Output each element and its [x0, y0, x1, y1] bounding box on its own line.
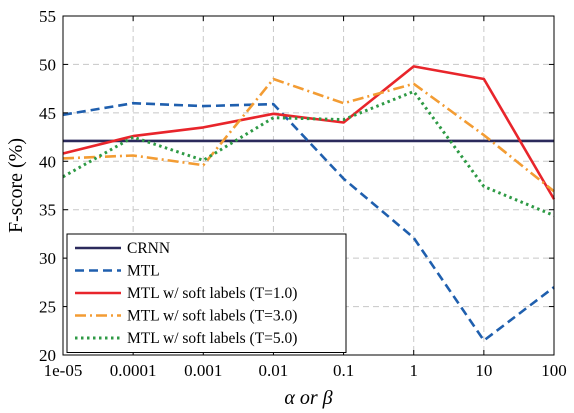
y-axis-label: F-score (%) [5, 138, 27, 233]
legend-entry-label: MTL w/ soft labels (T=3.0) [127, 308, 297, 325]
x-tick-label: 0.0001 [110, 361, 157, 380]
axis-ticks: 1e-05 0.0001 0.001 0.01 0.1 1 10 100 20 25 30 35 40 4… [39, 7, 567, 380]
x-tick-label: 0.001 [184, 361, 222, 380]
y-tick-label: 25 [39, 298, 56, 317]
y-tick-label: 30 [39, 249, 56, 268]
y-tick-label: 50 [39, 55, 56, 74]
legend-entry-label: MTL w/ soft labels (T=1.0) [127, 285, 297, 302]
y-tick-label: 20 [39, 346, 56, 365]
y-tick-label: 55 [39, 7, 56, 26]
legend-entry-label: MTL [127, 263, 160, 280]
series-line-2 [62, 101, 555, 342]
x-tick-label: 1 [409, 361, 418, 380]
x-tick-label: 10 [475, 361, 492, 380]
y-tick-label: 35 [39, 201, 56, 220]
series-line-4 [62, 77, 555, 193]
x-tick-label: 100 [541, 361, 567, 380]
x-tick-label: 0.1 [333, 361, 354, 380]
x-tick-label: 0.01 [259, 361, 289, 380]
legend-entry-label: MTL w/ soft labels (T=5.0) [127, 330, 297, 347]
plot-area-frame [62, 15, 555, 356]
x-tick-label: 1e-05 [44, 361, 83, 380]
series-line-5 [62, 90, 555, 217]
series-lines [62, 65, 556, 342]
legend-entry-label: CRNN [127, 240, 170, 257]
x-axis-label: α or β [284, 387, 332, 409]
legend: CRNN MTL MTL w/ soft labels (T=1.0) MTL w/ … [66, 233, 347, 353]
y-tick-label: 40 [39, 152, 56, 171]
y-tick-label: 45 [39, 104, 56, 123]
